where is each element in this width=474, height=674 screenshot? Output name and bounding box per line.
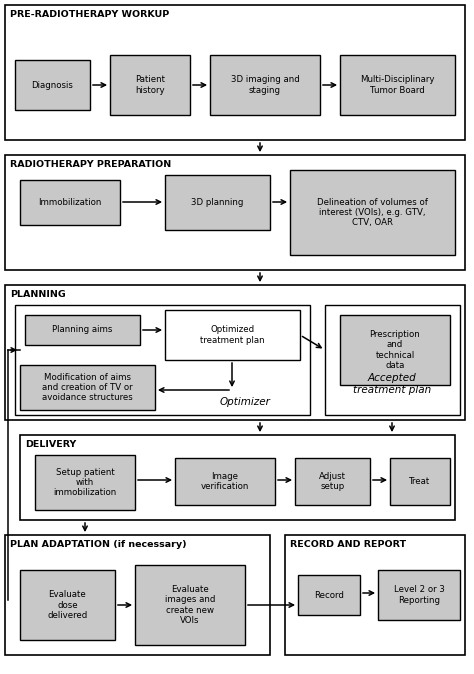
Text: Multi-Disciplinary
Tumor Board: Multi-Disciplinary Tumor Board xyxy=(360,75,435,95)
Text: Optimizer: Optimizer xyxy=(220,397,271,407)
Text: 3D imaging and
staging: 3D imaging and staging xyxy=(231,75,300,95)
Text: Evaluate
images and
create new
VOIs: Evaluate images and create new VOIs xyxy=(165,585,215,625)
Bar xyxy=(135,565,245,645)
Bar xyxy=(15,60,90,110)
Bar xyxy=(20,180,120,225)
Text: Image
verification: Image verification xyxy=(201,472,249,491)
Text: Prescription
and
technical
data: Prescription and technical data xyxy=(370,330,420,370)
Bar xyxy=(290,170,455,255)
Bar xyxy=(390,458,450,505)
Bar xyxy=(20,570,115,640)
Bar xyxy=(15,305,310,415)
Text: Planning aims: Planning aims xyxy=(52,326,113,334)
Text: RECORD AND REPORT: RECORD AND REPORT xyxy=(290,540,406,549)
Bar xyxy=(175,458,275,505)
Text: Optimized
treatment plan: Optimized treatment plan xyxy=(200,326,265,344)
Text: Delineation of volumes of
interest (VOIs), e.g. GTV,
CTV, OAR: Delineation of volumes of interest (VOIs… xyxy=(317,197,428,227)
Text: RADIOTHERAPY PREPARATION: RADIOTHERAPY PREPARATION xyxy=(10,160,171,169)
Text: PLANNING: PLANNING xyxy=(10,290,66,299)
Text: Setup patient
with
immobilization: Setup patient with immobilization xyxy=(54,468,117,497)
Text: Record: Record xyxy=(314,590,344,599)
Text: Accepted
treatment plan: Accepted treatment plan xyxy=(353,373,431,395)
Text: Modification of aims
and creation of TV or
avoidance structures: Modification of aims and creation of TV … xyxy=(42,373,133,402)
Text: PRE-RADIOTHERAPY WORKUP: PRE-RADIOTHERAPY WORKUP xyxy=(10,10,169,19)
Text: Adjust
setup: Adjust setup xyxy=(319,472,346,491)
Bar xyxy=(165,310,300,360)
Bar xyxy=(378,570,460,620)
Bar xyxy=(295,458,370,505)
Text: Level 2 or 3
Reporting: Level 2 or 3 Reporting xyxy=(393,585,445,605)
Text: Evaluate
dose
delivered: Evaluate dose delivered xyxy=(47,590,88,620)
Bar xyxy=(340,55,455,115)
Bar xyxy=(35,455,135,510)
Bar xyxy=(5,285,465,420)
Bar xyxy=(325,305,460,415)
Bar xyxy=(20,365,155,410)
Bar xyxy=(285,535,465,655)
Bar xyxy=(165,175,270,230)
Text: Treat: Treat xyxy=(410,477,430,486)
Text: PLAN ADAPTATION (if necessary): PLAN ADAPTATION (if necessary) xyxy=(10,540,187,549)
Bar xyxy=(5,5,465,140)
Bar xyxy=(5,535,270,655)
Text: 3D planning: 3D planning xyxy=(191,198,244,207)
Bar xyxy=(210,55,320,115)
Bar xyxy=(5,155,465,270)
Bar xyxy=(25,315,140,345)
Bar xyxy=(298,575,360,615)
Text: Immobilization: Immobilization xyxy=(38,198,102,207)
Text: Patient
history: Patient history xyxy=(135,75,165,95)
Text: DELIVERY: DELIVERY xyxy=(25,440,76,449)
Bar xyxy=(110,55,190,115)
Text: Diagnosis: Diagnosis xyxy=(32,80,73,90)
Bar xyxy=(340,315,450,385)
Bar xyxy=(20,435,455,520)
